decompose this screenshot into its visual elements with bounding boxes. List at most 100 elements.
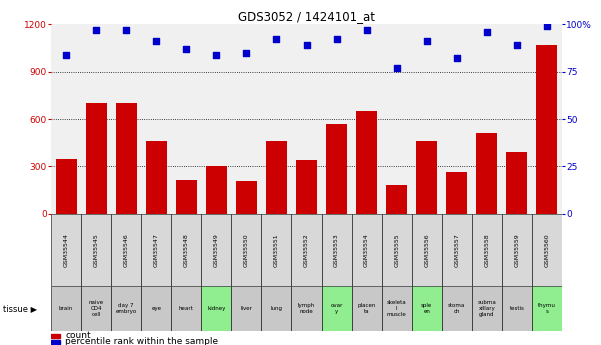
Bar <box>502 214 532 286</box>
Bar <box>201 286 231 331</box>
Bar <box>291 286 322 331</box>
Bar <box>171 286 201 331</box>
Text: GSM35555: GSM35555 <box>394 233 399 267</box>
Bar <box>51 339 60 344</box>
Point <box>182 46 191 51</box>
Point <box>121 27 131 32</box>
Bar <box>146 141 167 214</box>
Bar <box>447 172 468 214</box>
Text: GSM35549: GSM35549 <box>214 233 219 267</box>
Bar <box>261 286 291 331</box>
Bar <box>51 214 81 286</box>
Bar <box>206 166 227 214</box>
Text: sple
en: sple en <box>421 303 432 314</box>
Bar <box>111 214 141 286</box>
Point <box>422 38 432 44</box>
Bar <box>502 286 532 331</box>
Point <box>332 37 341 42</box>
Point <box>392 65 401 70</box>
Bar <box>115 103 136 214</box>
Text: day 7
embryо: day 7 embryо <box>115 303 137 314</box>
Bar <box>296 160 317 214</box>
Text: kidney: kidney <box>207 306 225 311</box>
Text: GSM35546: GSM35546 <box>124 233 129 267</box>
Point <box>512 42 522 48</box>
Bar <box>322 286 352 331</box>
Point <box>482 29 492 34</box>
Text: GSM35559: GSM35559 <box>514 233 519 267</box>
Bar <box>55 159 77 214</box>
Point <box>542 23 552 29</box>
Bar <box>412 286 442 331</box>
Point <box>452 56 462 61</box>
Bar <box>85 103 107 214</box>
Text: subma
xillary
gland: subma xillary gland <box>477 300 496 317</box>
Bar <box>176 180 197 214</box>
Text: naive
CD4
cell: naive CD4 cell <box>88 300 104 317</box>
Text: GSM35545: GSM35545 <box>94 233 99 267</box>
Text: testis: testis <box>510 306 524 311</box>
Text: GSM35557: GSM35557 <box>454 233 459 267</box>
Bar <box>472 214 502 286</box>
Text: GSM35550: GSM35550 <box>244 233 249 267</box>
Text: GSM35552: GSM35552 <box>304 233 309 267</box>
Bar <box>231 214 261 286</box>
Text: GSM35558: GSM35558 <box>484 233 489 267</box>
Text: lung: lung <box>270 306 282 311</box>
Bar <box>537 45 558 214</box>
Bar <box>51 334 60 338</box>
Point <box>242 50 251 55</box>
Point <box>212 52 221 57</box>
Text: GSM35556: GSM35556 <box>424 233 429 267</box>
Text: thymu
s: thymu s <box>538 303 556 314</box>
Text: GSM35553: GSM35553 <box>334 233 339 267</box>
Text: liver: liver <box>240 306 252 311</box>
Bar <box>382 214 412 286</box>
Bar <box>81 286 111 331</box>
Bar <box>352 214 382 286</box>
Point <box>272 37 281 42</box>
Bar <box>201 214 231 286</box>
Text: GSM35544: GSM35544 <box>64 233 69 267</box>
Bar <box>382 286 412 331</box>
Bar <box>141 286 171 331</box>
Point <box>302 42 311 48</box>
Bar <box>532 214 562 286</box>
Bar <box>472 286 502 331</box>
Text: placen
ta: placen ta <box>358 303 376 314</box>
Bar <box>352 286 382 331</box>
Bar <box>291 214 322 286</box>
Bar <box>266 141 287 214</box>
Bar <box>231 286 261 331</box>
Text: GSM35548: GSM35548 <box>184 233 189 267</box>
Bar <box>507 152 528 214</box>
Text: GSM35547: GSM35547 <box>154 233 159 267</box>
Bar <box>412 214 442 286</box>
Text: tissue ▶: tissue ▶ <box>3 304 37 313</box>
Text: GSM35551: GSM35551 <box>274 233 279 267</box>
Text: GSM35554: GSM35554 <box>364 233 369 267</box>
Bar <box>236 181 257 214</box>
Bar <box>477 133 498 214</box>
Text: count: count <box>66 332 91 341</box>
Text: lymph
node: lymph node <box>298 303 315 314</box>
Bar <box>261 214 291 286</box>
Point <box>61 52 71 57</box>
Bar <box>51 286 81 331</box>
Text: percentile rank within the sample: percentile rank within the sample <box>66 337 219 345</box>
Bar <box>356 111 377 214</box>
Bar <box>111 286 141 331</box>
Text: stoma
ch: stoma ch <box>448 303 465 314</box>
Bar <box>171 214 201 286</box>
Bar <box>141 214 171 286</box>
Bar <box>386 185 407 214</box>
Title: GDS3052 / 1424101_at: GDS3052 / 1424101_at <box>238 10 375 23</box>
Text: eye: eye <box>151 306 161 311</box>
Bar <box>322 214 352 286</box>
Point <box>151 38 161 44</box>
Text: GSM35560: GSM35560 <box>545 233 549 267</box>
Text: brain: brain <box>59 306 73 311</box>
Text: heart: heart <box>179 306 194 311</box>
Bar <box>416 141 438 214</box>
Text: skeleta
l
muscle: skeleta l muscle <box>387 300 406 317</box>
